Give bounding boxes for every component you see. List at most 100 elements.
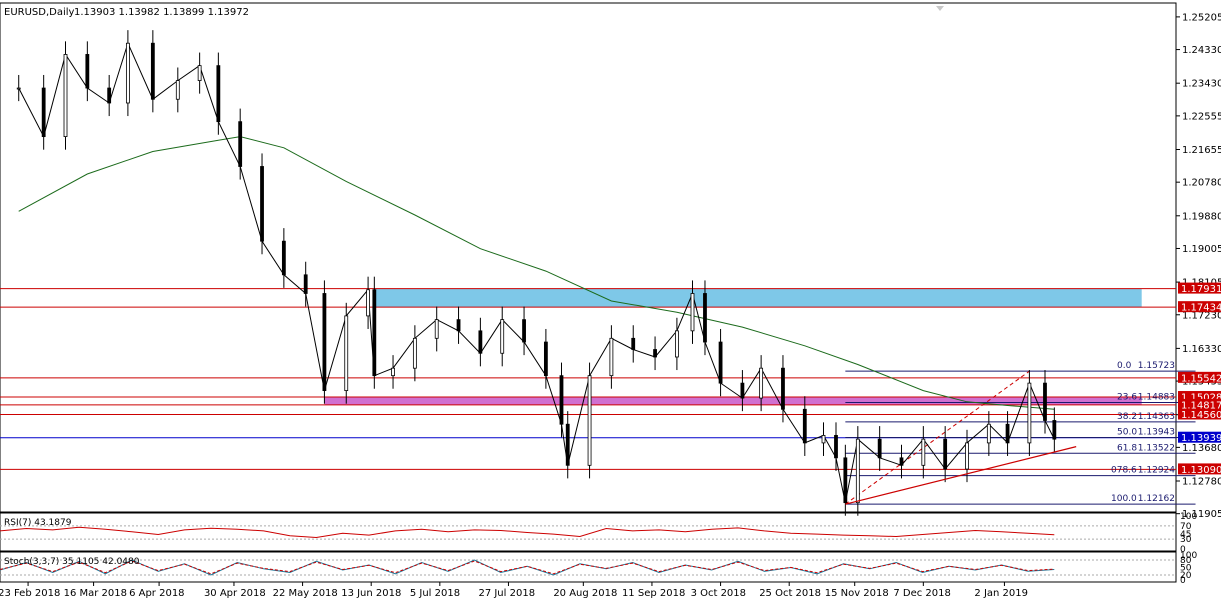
level-tag-text-5: 1.14560	[1181, 410, 1221, 421]
level-tag-1	[1178, 301, 1221, 313]
x-tick-label-8: 20 Aug 2018	[553, 588, 617, 599]
y-tick-label-6: 1.19880	[1182, 211, 1221, 222]
level-tag-4	[1178, 398, 1221, 410]
trendline	[845, 446, 1077, 505]
x-tick-label-11: 25 Oct 2018	[759, 588, 821, 599]
fib-ratio-2: 38.2	[1117, 412, 1137, 422]
level-tag-text-6: 1.13939	[1181, 433, 1221, 444]
candle-body-38	[781, 367, 785, 410]
candle-body-44	[877, 438, 882, 459]
x-tick-label-2: 6 Apr 2018	[129, 588, 184, 599]
y-tick-label-0: 1.25205	[1182, 12, 1221, 23]
candle-body-16	[366, 289, 370, 317]
candle-body-10	[238, 121, 243, 167]
fib-anchor-line	[845, 370, 1030, 505]
price-layer	[16, 30, 1057, 516]
level-tag-0	[1178, 282, 1221, 294]
candle-body-32	[675, 330, 679, 358]
zone-demand	[324, 397, 1142, 405]
x-tick-label-12: 15 Nov 2018	[825, 588, 889, 599]
moving-average-line	[18, 136, 1055, 410]
x-tick-label-3: 30 Apr 2018	[204, 588, 266, 599]
candle-body-52	[1043, 382, 1047, 421]
candle-body-41	[834, 435, 838, 459]
candle-body-43	[855, 438, 860, 504]
candle-body-47	[943, 438, 948, 470]
candle-body-40	[821, 435, 826, 444]
level-tag-3	[1178, 391, 1221, 403]
level-tag-6	[1178, 431, 1221, 443]
level-tag-text-3: 1.15028	[1181, 393, 1221, 404]
price-line	[18, 41, 1055, 503]
candle-body-12	[281, 240, 286, 276]
chart-shift-marker-icon[interactable]	[936, 6, 944, 11]
x-tick-label-9: 11 Sep 2018	[622, 588, 685, 599]
rsi-tick-4: 0	[1180, 545, 1186, 555]
fib-price-6: 1.12162	[1138, 494, 1175, 504]
level-tag-text-7: 1.13090	[1181, 465, 1221, 476]
fib-price-2: 1.14363	[1138, 412, 1175, 422]
candle-body-3	[85, 54, 90, 89]
candle-body-15	[344, 315, 349, 392]
candle-body-4	[107, 87, 112, 104]
candle-body-18	[391, 367, 395, 377]
candle-body-51	[1027, 382, 1032, 444]
candle-body-1	[41, 87, 46, 138]
x-tick-label-7: 27 Jul 2018	[478, 588, 535, 599]
fib-ratio-5: 078.6	[1111, 466, 1137, 476]
candle-body-42	[843, 457, 848, 504]
candle-body-21	[456, 319, 461, 332]
fib-price-5: 1.12924	[1138, 466, 1175, 476]
stoch-tick-3: 20	[1180, 571, 1192, 581]
stoch-pane-frame	[0, 551, 1177, 583]
x-tick-label-14: 2 Jan 2019	[974, 588, 1028, 599]
x-tick-label-6: 5 Jul 2018	[410, 588, 460, 599]
candle-body-35	[718, 341, 723, 384]
candle-body-31	[653, 349, 657, 358]
candle-body-20	[434, 319, 439, 339]
y-tick-label-13: 1.13680	[1182, 443, 1221, 454]
y-tick-label-10: 1.16330	[1182, 344, 1221, 355]
candle-body-36	[740, 382, 745, 399]
candle-body-0	[16, 87, 21, 90]
candle-body-33	[690, 293, 695, 332]
rsi-line	[0, 526, 1055, 539]
candle-body-17	[372, 289, 377, 377]
candle-body-22	[478, 330, 483, 354]
y-tick-label-14: 1.12780	[1182, 476, 1221, 487]
candle-body-30	[631, 337, 636, 350]
y-tick-label-15: 1.11905	[1182, 509, 1221, 520]
stoch-tick-4: 0	[1180, 576, 1186, 586]
candle-body-14	[322, 293, 327, 392]
candle-body-24	[522, 319, 526, 343]
trendline-layer	[845, 446, 1077, 505]
fib-price-4: 1.13522	[1138, 443, 1175, 453]
fib-ratio-3: 50.0	[1117, 428, 1137, 438]
candle-body-49	[986, 423, 991, 444]
candle-body-53	[1052, 420, 1057, 440]
stoch-tick-0: 100	[1180, 551, 1197, 561]
level-tag-2	[1178, 371, 1221, 383]
candle-body-46	[921, 438, 926, 466]
x-tick-label-13: 7 Dec 2018	[893, 588, 951, 599]
candle-body-7	[175, 80, 180, 100]
level-tag-5	[1178, 408, 1221, 420]
level-tag-text-2: 1.15542	[1181, 373, 1221, 384]
main-pane-frame	[0, 2, 1177, 513]
candle-body-11	[260, 166, 264, 242]
rsi-pane-frame	[0, 512, 1177, 552]
fib-ratio-4: 61.8	[1117, 443, 1137, 453]
candle-body-2	[63, 54, 68, 138]
candle-body-6	[150, 42, 155, 100]
candle-body-26	[559, 375, 564, 425]
level-tag-7	[1178, 463, 1221, 475]
y-tick-label-3: 1.22555	[1182, 111, 1221, 122]
chart-title: EURUSD,Daily	[4, 7, 75, 18]
y-tick-label-2: 1.23430	[1182, 79, 1221, 90]
level-tag-text-1: 1.17434	[1181, 303, 1221, 314]
fib-price-1: 1.14883	[1138, 392, 1175, 402]
